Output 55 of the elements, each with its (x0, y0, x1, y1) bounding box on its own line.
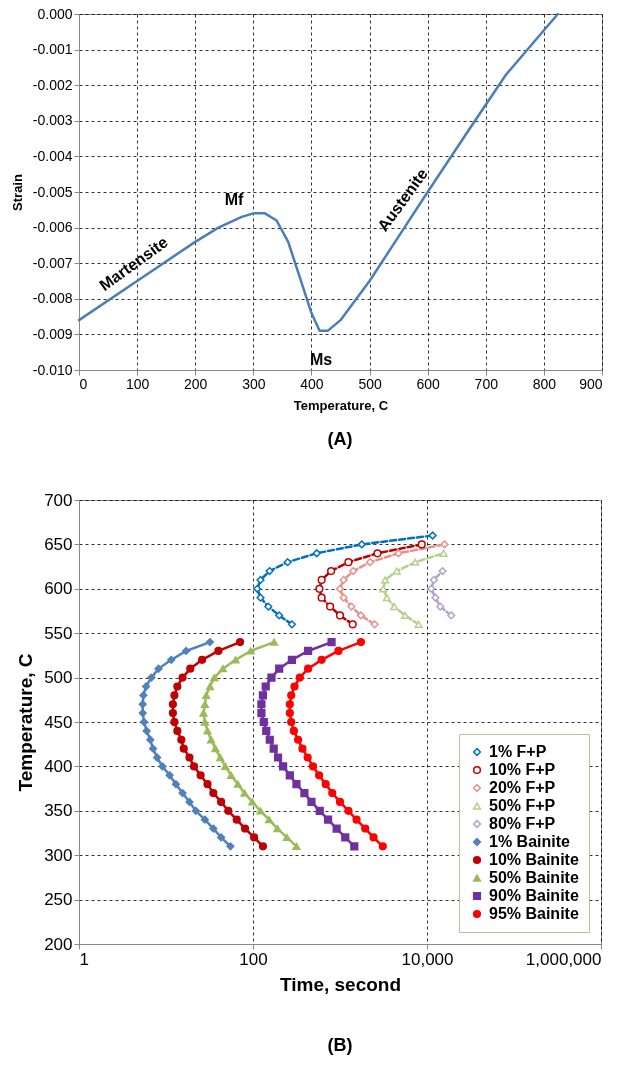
y-tick-label: 650 (44, 534, 73, 554)
text: (A) (327, 429, 353, 449)
legend-label: 95% Bainite (489, 905, 579, 922)
legend-label: 90% Bainite (489, 887, 579, 904)
y-tick-label: 700 (44, 490, 73, 510)
y-tick-label: -0.005 (32, 183, 73, 200)
y-tick-label: -0.004 (32, 147, 73, 164)
y-tick-label: 250 (44, 890, 73, 910)
y-tick-label: 350 (44, 801, 73, 821)
y-tick-label: 300 (44, 845, 73, 865)
y-tick-label: -0.001 (32, 41, 73, 58)
y-tick-label: -0.009 (32, 325, 73, 342)
annotation: Mf (224, 191, 244, 208)
y-tick-label: -0.007 (32, 254, 73, 271)
y-axis-title: Temperature, C (15, 653, 37, 792)
y-tick-label: 600 (44, 579, 73, 599)
annotation: Ms (309, 351, 333, 368)
legend-label: 10% F+P (489, 761, 556, 778)
y-tick-label: 200 (44, 934, 73, 954)
x-tick-label: 200 (184, 375, 208, 392)
y-tick-label: -0.006 (32, 219, 73, 236)
y-tick-label: -0.003 (32, 112, 73, 129)
legend-label: 10% Bainite (489, 851, 579, 868)
y-tick-label: -0.010 (32, 361, 73, 378)
x-tick-label: 900 (579, 375, 603, 392)
x-tick-label: 500 (358, 375, 382, 392)
text: (B) (327, 1035, 353, 1055)
x-tick-label: 0 (79, 375, 88, 392)
legend-label: 1% Bainite (489, 833, 571, 850)
legend-label: 80% F+P (489, 815, 556, 832)
y-tick-label: -0.008 (32, 290, 73, 307)
legend-label: 20% F+P (489, 779, 556, 796)
x-tick-label: 600 (416, 375, 441, 392)
x-tick-label: 300 (242, 375, 266, 392)
legend-label: 50% Bainite (489, 869, 579, 886)
y-tick-label: 550 (44, 623, 73, 643)
y-tick-label: 400 (44, 756, 73, 776)
legend-label: 50% F+P (489, 797, 556, 814)
line-series (77, 12, 560, 333)
x-tick-label: 10,000 (401, 949, 454, 969)
y-tick-label: 0.000 (37, 5, 73, 22)
x-tick-label: 100 (125, 375, 150, 392)
x-tick-label: 400 (300, 375, 324, 392)
x-tick-label: 800 (532, 375, 557, 392)
x-tick-label: 700 (474, 375, 499, 392)
y-tick-label: -0.002 (32, 76, 73, 93)
legend-label: 1% F+P (489, 743, 547, 760)
y-tick-label: 450 (44, 712, 73, 732)
y-axis-title: Strain (9, 174, 25, 211)
y-tick-label: 500 (44, 668, 73, 688)
x-tick-label: 1,000,000 (525, 949, 602, 969)
x-tick-label: 100 (239, 949, 268, 969)
x-tick-label: 1 (79, 949, 89, 969)
x-axis-title: Time, second (279, 973, 402, 995)
x-axis-title: Temperature, C (293, 397, 389, 413)
